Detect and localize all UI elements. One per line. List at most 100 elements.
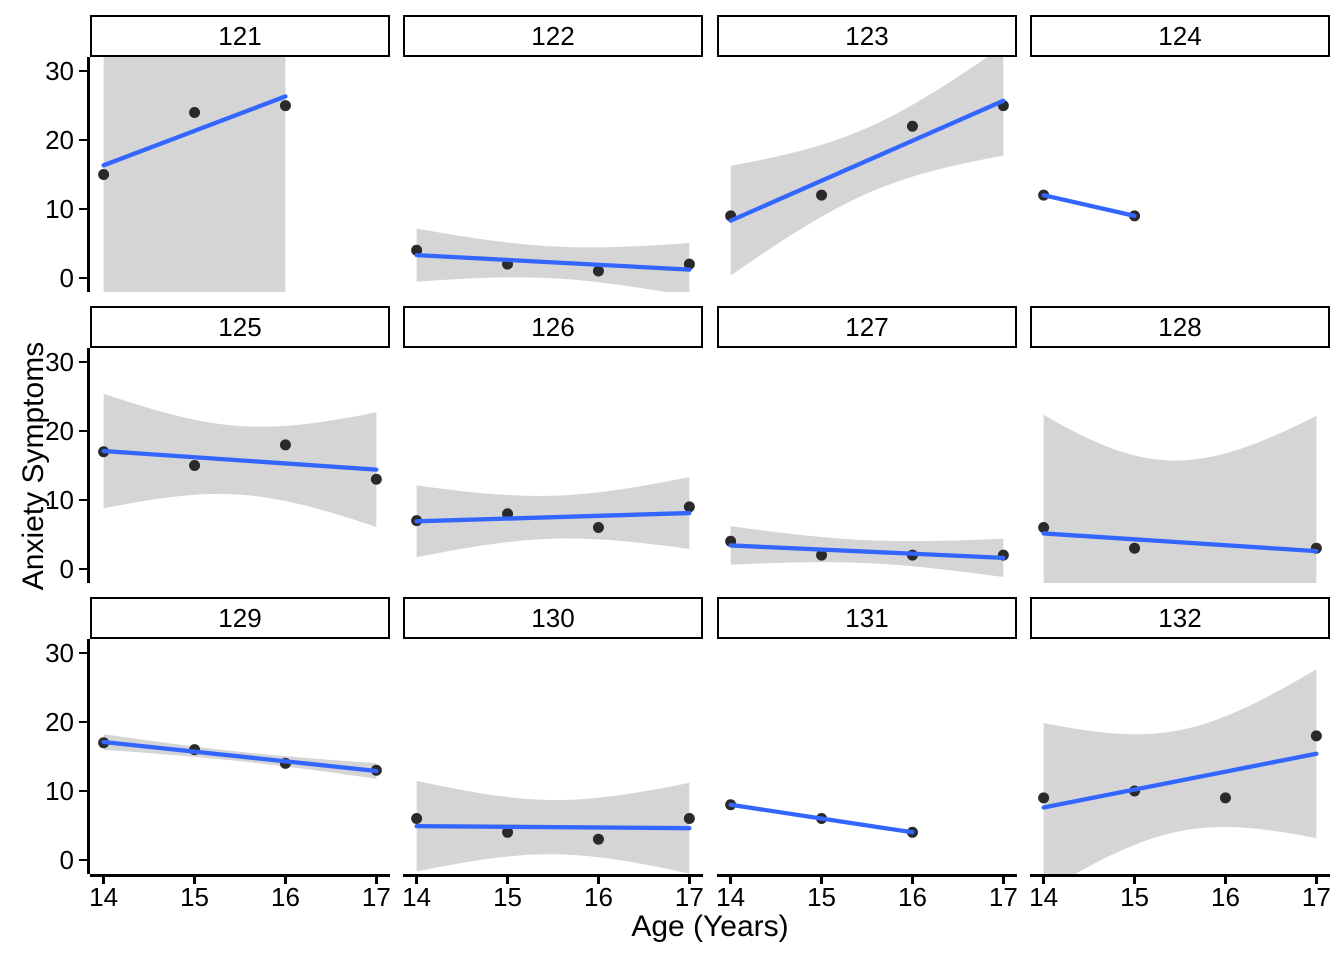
x-axis-tick-label: 15 <box>1120 882 1149 912</box>
facet-panel-126 <box>411 477 695 558</box>
data-point <box>189 106 201 118</box>
facet-strip: 125 <box>90 306 390 348</box>
facet-strip-label: 122 <box>531 20 575 51</box>
x-axis-tick-label: 14 <box>1029 882 1059 912</box>
facet-strip: 130 <box>403 597 703 639</box>
y-axis-tick <box>79 69 88 73</box>
y-axis-tick-label: 30 <box>45 56 74 87</box>
y-axis-tick-label: 30 <box>45 347 74 378</box>
y-axis-tick <box>79 858 88 862</box>
x-axis-tick-label: 14 <box>89 882 119 912</box>
facet-panel-121 <box>98 57 291 292</box>
y-axis-tick <box>79 276 88 280</box>
facet-panel-122 <box>411 228 695 292</box>
y-axis-tick <box>79 138 88 142</box>
y-axis-line <box>87 348 90 583</box>
facet-strip-label: 127 <box>845 311 889 342</box>
x-axis-tick <box>1042 876 1045 884</box>
regression-line <box>414 823 692 831</box>
x-axis-tick <box>415 876 418 884</box>
x-axis-tick-label: 17 <box>361 882 391 912</box>
regression-line <box>728 98 1006 223</box>
x-axis-tick <box>688 876 691 884</box>
facet-strip: 128 <box>1030 306 1330 348</box>
facet-panel-128 <box>1038 414 1322 583</box>
facet-strip-label: 128 <box>1158 311 1202 342</box>
y-axis-tick <box>79 789 88 793</box>
y-axis-tick <box>79 720 88 724</box>
facet-panel-125 <box>98 393 382 528</box>
x-axis-tick <box>820 876 823 884</box>
data-point <box>683 813 695 825</box>
x-axis-tick <box>1002 876 1005 884</box>
data-point <box>816 189 828 201</box>
y-axis-title: Anxiety Symptoms <box>17 341 50 591</box>
regression-line <box>101 739 379 774</box>
confidence-band <box>103 57 286 292</box>
data-point <box>502 826 514 838</box>
y-axis-tick-label: 20 <box>45 125 74 156</box>
facet-strip-label: 121 <box>218 20 262 51</box>
y-axis-tick-label: 10 <box>45 193 74 224</box>
x-axis-tick <box>729 876 732 884</box>
regression-line <box>728 543 1006 561</box>
x-axis-tick-label: 17 <box>988 882 1018 912</box>
y-axis-tick-label: 0 <box>59 844 74 875</box>
facet-strip: 122 <box>403 15 703 57</box>
y-axis-tick-label: 0 <box>59 262 74 293</box>
facet-strip: 131 <box>717 597 1017 639</box>
x-axis-line <box>1030 874 1330 877</box>
data-point <box>592 833 604 845</box>
data-point <box>1219 792 1231 804</box>
y-axis-tick-label: 30 <box>45 638 74 669</box>
x-axis-tick <box>284 876 287 884</box>
facet-strip: 123 <box>717 15 1017 57</box>
regression-line <box>101 94 288 168</box>
confidence-band <box>1043 669 1317 874</box>
y-axis-tick <box>79 651 88 655</box>
facet-strip-label: 132 <box>1158 602 1202 633</box>
x-axis-line <box>403 874 703 877</box>
facet-strip: 124 <box>1030 15 1330 57</box>
x-axis-tick-label: 16 <box>583 882 613 912</box>
regression-line <box>728 802 915 835</box>
facet-panel-130 <box>411 780 695 874</box>
confidence-band <box>730 57 1004 276</box>
facet-strip-label: 123 <box>845 20 889 51</box>
data-point <box>683 258 695 270</box>
x-axis-tick <box>102 876 105 884</box>
data-point <box>592 265 604 277</box>
data-point <box>189 460 201 471</box>
facet-strip: 129 <box>90 597 390 639</box>
facet-strip-label: 125 <box>218 311 262 342</box>
facet-strip: 127 <box>717 306 1017 348</box>
regression-line <box>1041 751 1319 810</box>
regression-line <box>414 252 692 272</box>
data-point <box>279 100 291 112</box>
x-axis-tick-label: 16 <box>1210 882 1240 912</box>
y-axis-tick <box>79 498 88 502</box>
x-axis-tick-label: 15 <box>180 882 209 912</box>
data-point <box>906 120 918 132</box>
x-axis-tick-label: 14 <box>716 882 746 912</box>
x-axis-tick <box>1133 876 1136 884</box>
data-point <box>683 501 695 513</box>
x-axis-tick-label: 16 <box>897 882 927 912</box>
facet-strip-label: 129 <box>218 602 262 633</box>
x-axis-tick-label: 14 <box>402 882 432 912</box>
x-axis-tick <box>1315 876 1318 884</box>
x-axis-tick-label: 17 <box>1301 882 1331 912</box>
y-axis-tick <box>79 429 88 433</box>
data-point <box>816 549 828 561</box>
y-axis-tick-label: 10 <box>45 484 74 515</box>
y-axis-tick <box>79 360 88 364</box>
facet-panel-127 <box>725 526 1009 578</box>
y-axis-tick-label: 20 <box>45 707 74 738</box>
facet-strip-label: 131 <box>845 602 889 633</box>
regression-line <box>1041 193 1137 219</box>
facet-strip: 132 <box>1030 597 1330 639</box>
data-point <box>1129 542 1141 554</box>
facet-strip-label: 130 <box>531 602 575 633</box>
x-axis-line <box>90 874 390 877</box>
